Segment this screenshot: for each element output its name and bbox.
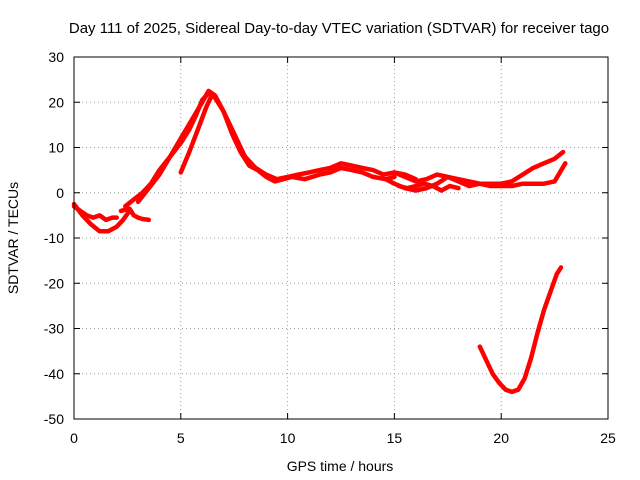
- data-layer: [71, 88, 568, 395]
- y-axis-label: SDTVAR / TECUs: [5, 182, 21, 294]
- series-arc-8: [392, 149, 566, 186]
- tick-layer: 0 5 10 15 20 25 -50 -40 -30 -20 -10 0 10 20 30: [44, 49, 616, 446]
- chart-title: Day 111 of 2025, Sidereal Day-to-day VTE…: [69, 20, 609, 37]
- series-arc-2: [71, 201, 132, 234]
- x-axis-label: GPS time / hours: [287, 458, 394, 474]
- x-tick-label: 5: [177, 430, 185, 446]
- series-arc-9: [396, 181, 461, 193]
- y-tick-label: -20: [44, 275, 64, 291]
- series-arc-3: [118, 206, 152, 223]
- y-tick-label: -10: [44, 230, 64, 246]
- x-tick-label: 25: [600, 430, 616, 446]
- y-tick-label: 30: [48, 49, 64, 65]
- x-tick-label: 10: [280, 430, 296, 446]
- y-tick-label: -50: [44, 411, 64, 427]
- y-tick-label: 20: [48, 94, 64, 110]
- series-arc-4: [123, 90, 397, 209]
- y-tick-label: -30: [44, 321, 64, 337]
- y-tick-label: 0: [56, 185, 64, 201]
- y-tick-label: 10: [48, 140, 64, 156]
- series-arc-10: [477, 265, 564, 395]
- x-tick-label: 0: [70, 430, 78, 446]
- series-arc-5: [135, 88, 419, 205]
- y-tick-label: -40: [44, 366, 64, 382]
- x-tick-label: 15: [387, 430, 403, 446]
- x-tick-label: 20: [493, 430, 509, 446]
- grid-layer: [74, 57, 608, 419]
- series-arc-6: [178, 95, 213, 175]
